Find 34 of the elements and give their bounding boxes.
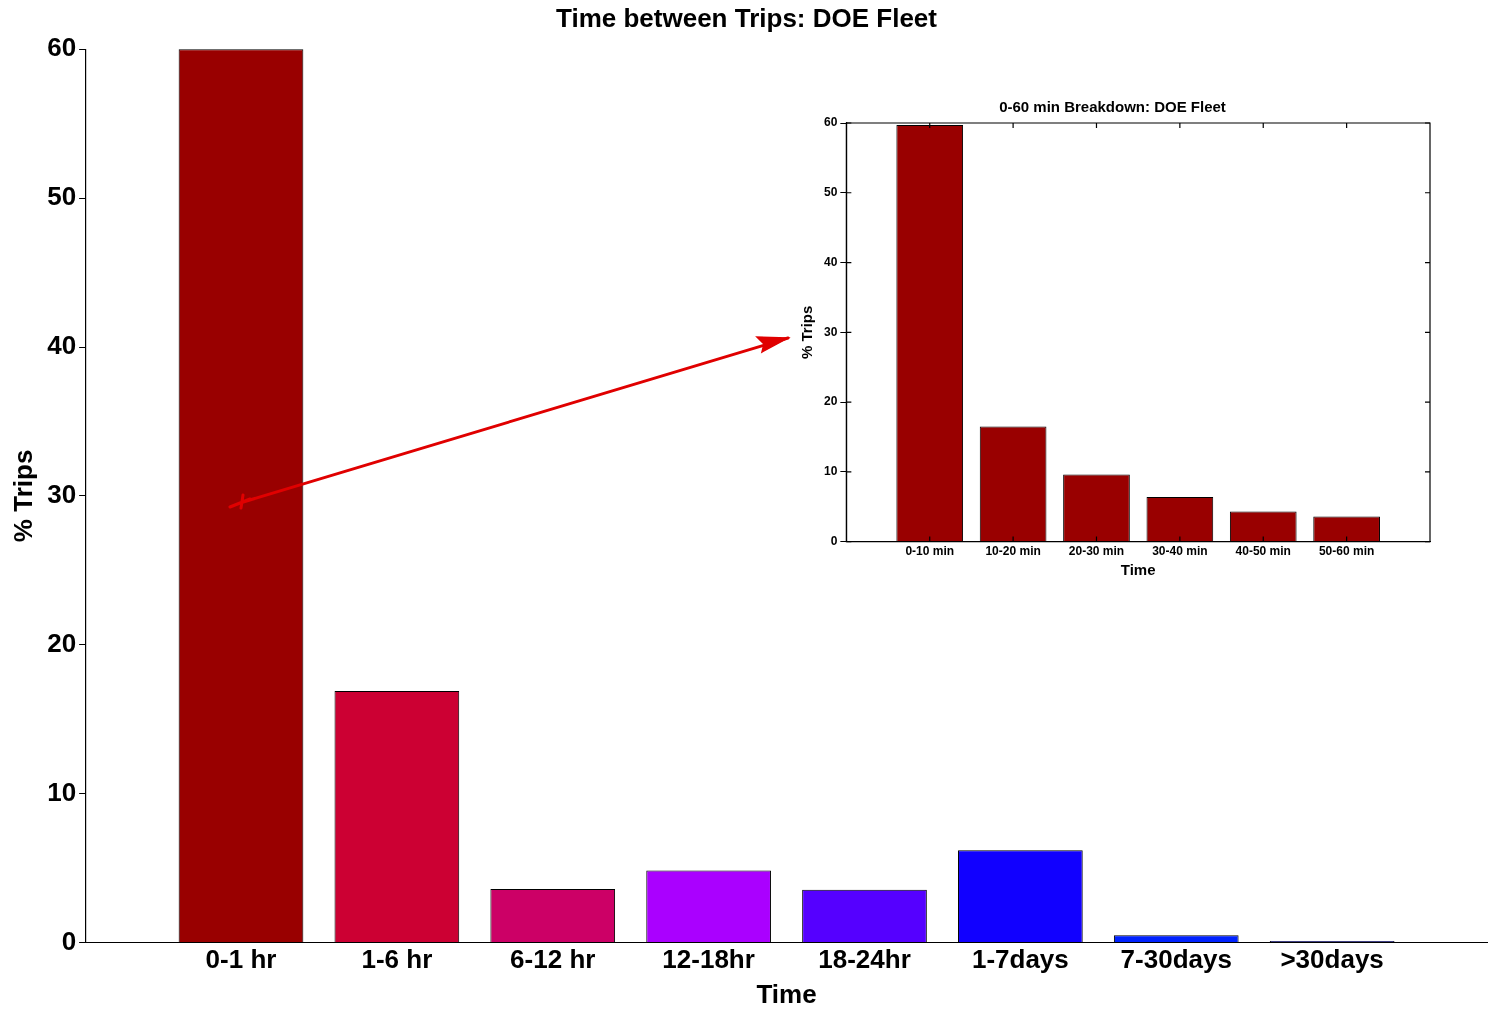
x-tick-label: 12-18hr bbox=[662, 944, 755, 975]
x-tick-label: 18-24hr bbox=[818, 944, 911, 975]
x-tick-label: 0-10 min bbox=[905, 544, 955, 559]
x-axis-title: Time bbox=[756, 978, 817, 1009]
x-tick-label: 7-30days bbox=[1120, 944, 1232, 975]
x-tick-label: >30days bbox=[1280, 944, 1384, 975]
x-axis-title: Time bbox=[1120, 561, 1156, 579]
x-tick-label: 40-50 min bbox=[1235, 544, 1291, 559]
x-tick-label: 1-7days bbox=[971, 944, 1069, 975]
y-tick-label: 50 bbox=[823, 185, 838, 200]
y-tick-label: 50 bbox=[47, 181, 77, 212]
y-tick-label: 40 bbox=[47, 330, 77, 361]
x-tick-label: 1-6 hr bbox=[361, 944, 433, 975]
y-axis-title: % Trips bbox=[798, 305, 816, 359]
y-tick-label: 20 bbox=[47, 627, 77, 658]
x-tick-label: 20-30 min bbox=[1068, 544, 1125, 559]
x-tick-label: 50-60 min bbox=[1318, 544, 1375, 559]
x-tick-label: 30-40 min bbox=[1152, 544, 1208, 559]
y-tick-label: 60 bbox=[47, 32, 77, 63]
y-tick-label: 60 bbox=[823, 115, 838, 130]
y-tick-label: 30 bbox=[47, 479, 77, 510]
y-tick-label: 10 bbox=[47, 776, 77, 807]
y-tick-label: 20 bbox=[823, 394, 838, 409]
y-tick-label: 10 bbox=[823, 464, 838, 479]
y-axis-title: % Trips bbox=[7, 449, 38, 543]
y-tick-label: 30 bbox=[823, 324, 838, 339]
chart-title: 0-60 min Breakdown: DOE Fleet bbox=[999, 98, 1226, 116]
x-tick-label: 10-20 min bbox=[985, 544, 1041, 559]
x-tick-label: 6-12 hr bbox=[510, 944, 596, 975]
chart-title: Time between Trips: DOE Fleet bbox=[556, 2, 938, 33]
x-tick-label: 0-1 hr bbox=[205, 944, 277, 975]
y-tick-label: 0 bbox=[61, 925, 77, 956]
y-tick-label: 40 bbox=[823, 254, 838, 269]
y-tick-label: 0 bbox=[830, 533, 838, 548]
